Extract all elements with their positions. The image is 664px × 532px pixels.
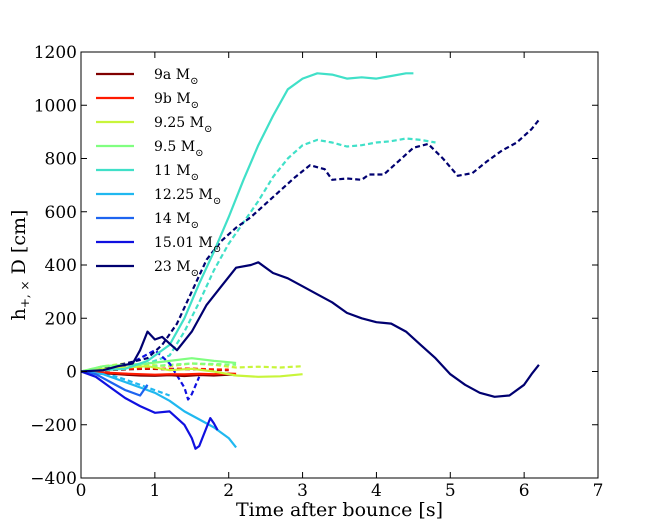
y-axis-label-suffix: D [cm]: [8, 210, 30, 281]
legend-value: 9a: [154, 67, 176, 83]
y-tick-label: 1000: [34, 96, 77, 116]
legend-value: 9b: [154, 91, 176, 107]
y-tick-label: 200: [45, 309, 77, 329]
x-tick-label: 7: [593, 481, 604, 501]
legend-unit: M: [176, 259, 190, 275]
y-tick-label: −200: [30, 416, 77, 436]
legend-value: 23: [154, 259, 176, 275]
legend-unit: M: [181, 139, 195, 155]
y-tick-label: 1200: [34, 43, 77, 63]
legend-value: 11: [154, 163, 176, 179]
legend-unit: M: [199, 187, 213, 203]
legend: 9a M⊙9b M⊙9.25 M⊙9.5 M⊙11 M⊙12.25 M⊙14 M…: [96, 67, 221, 279]
legend-label-15-01: 15.01 M⊙: [154, 235, 221, 255]
legend-unit: M: [176, 67, 190, 83]
legend-unit-sub: ⊙: [213, 196, 221, 207]
series-line-14-plus: [80, 370, 149, 397]
legend-label-9b: 9b M⊙: [154, 91, 199, 111]
legend-label-11: 11 M⊙: [154, 163, 199, 183]
x-tick-label: 3: [297, 481, 308, 501]
y-tick-label: 600: [45, 203, 77, 223]
x-tick-label: 2: [223, 481, 234, 501]
legend-unit-sub: ⊙: [213, 244, 221, 255]
y-tick-label: 800: [45, 150, 77, 170]
legend-unit: M: [176, 163, 190, 179]
legend-unit: M: [190, 115, 204, 131]
y-axis-label-main: h: [8, 308, 30, 320]
legend-unit-sub: ⊙: [195, 148, 203, 159]
legend-unit-sub: ⊙: [191, 268, 199, 279]
legend-label-12-25: 12.25 M⊙: [154, 187, 221, 207]
y-tick-label: −400: [30, 469, 77, 489]
legend-unit-sub: ⊙: [191, 220, 199, 231]
legend-unit: M: [199, 235, 213, 251]
legend-value: 9.25: [154, 115, 190, 131]
legend-value: 14: [154, 211, 176, 227]
y-tick-label: 400: [45, 256, 77, 276]
series-line-9-25-plus: [80, 365, 303, 378]
x-tick-label: 4: [371, 481, 382, 501]
legend-label-9-25: 9.25 M⊙: [154, 115, 212, 135]
series-line-23-cross: [80, 119, 540, 373]
series-line-15-01-plus: [80, 370, 219, 450]
series-line-12-25-plus: [80, 370, 237, 449]
legend-unit: M: [176, 211, 190, 227]
y-axis-label-sub: +, ×: [18, 280, 32, 308]
legend-value: 15.01: [154, 235, 199, 251]
legend-label-9-5: 9.5 M⊙: [154, 139, 203, 159]
series-layer: [80, 72, 540, 450]
legend-unit-sub: ⊙: [191, 100, 199, 111]
legend-label-9a: 9a M⊙: [154, 67, 198, 87]
legend-unit: M: [176, 91, 190, 107]
series-line-9b-plus: [80, 370, 237, 376]
plot-area: [81, 52, 598, 478]
x-axis-label: Time after bounce [s]: [236, 499, 443, 521]
x-tick-label: 6: [519, 481, 530, 501]
legend-value: 9.5: [154, 139, 181, 155]
legend-unit-sub: ⊙: [191, 172, 199, 183]
legend-value: 12.25: [154, 187, 199, 203]
series-line-23-plus: [80, 261, 540, 398]
x-tick-label: 0: [76, 481, 87, 501]
y-axis-label: h+, × D [cm]: [8, 210, 32, 321]
series-line-9-25-cross: [80, 362, 303, 373]
x-tick-label: 5: [445, 481, 456, 501]
legend-label-23: 23 M⊙: [154, 259, 199, 279]
legend-unit-sub: ⊙: [190, 76, 198, 87]
legend-label-14: 14 M⊙: [154, 211, 199, 231]
series-line-12-25-cross: [80, 370, 170, 397]
series-line-9-5-plus: [80, 357, 237, 373]
legend-unit-sub: ⊙: [204, 124, 212, 135]
y-tick-label: 0: [66, 363, 77, 383]
x-tick-label: 1: [149, 481, 160, 501]
series-line-11-plus: [80, 72, 414, 373]
